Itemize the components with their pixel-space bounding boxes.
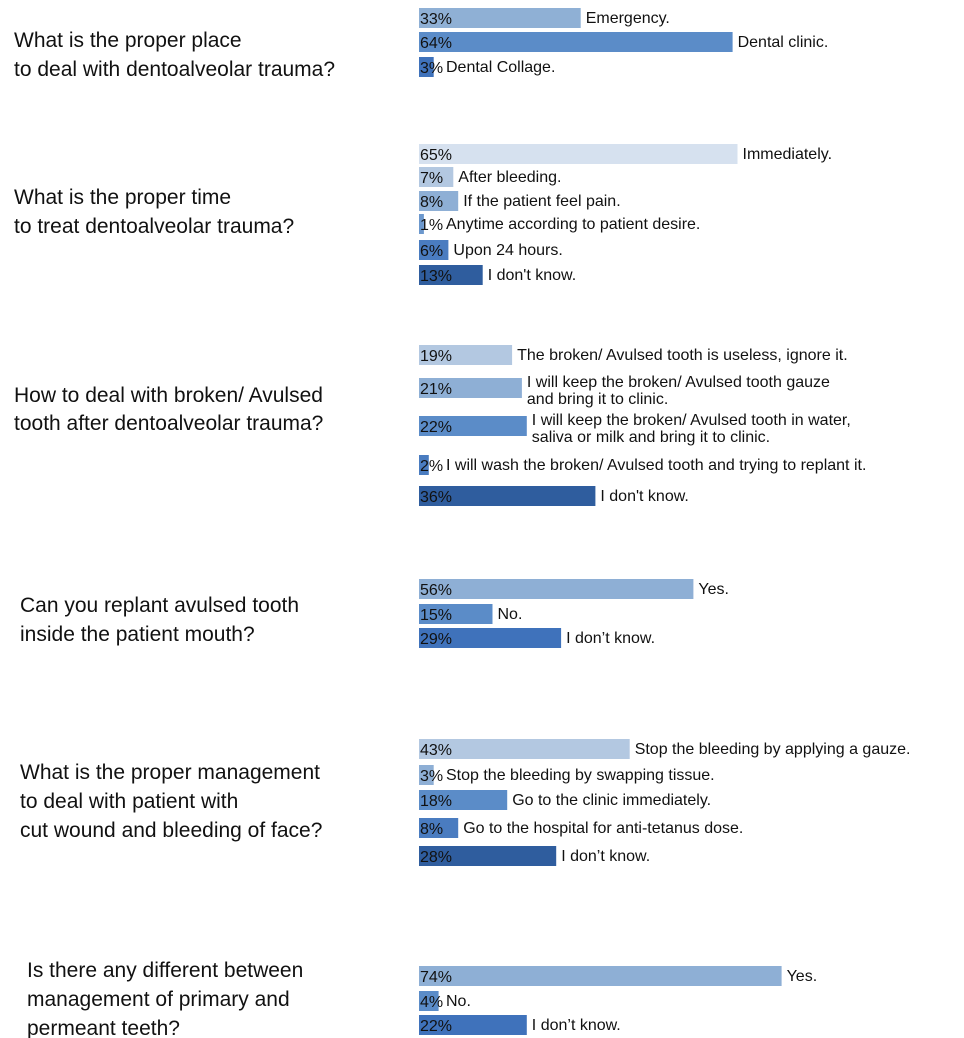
question-group-3: How to deal with broken/ Avulsed tooth af… [14,345,866,506]
answer-label-q3-2-line-2: and bring it to clinic. [527,391,668,408]
percent-label-q2-4: 1% [420,217,443,234]
answer-label-q3-3-line-2: saliva or milk and bring it to clinic. [532,429,770,446]
percent-label-q5-1: 43% [420,742,452,759]
percent-label-q1-3: 3% [420,60,443,77]
answer-label-q1-3: Dental Collage. [446,59,555,76]
question-6-line-2: management of primary and [27,988,290,1011]
answer-label-q5-2: Stop the bleeding by swapping tissue. [446,767,715,784]
percent-label-q5-4: 8% [420,821,443,838]
bar-q1-1 [419,8,581,28]
percent-label-q2-6: 13% [420,268,452,285]
question-2-line-2: to treat dentoalveolar trauma? [14,215,294,238]
percent-label-q4-1: 56% [420,582,452,599]
answer-label-q3-4: I will wash the broken/ Avulsed tooth an… [446,457,866,474]
bar-q5-4 [419,818,459,838]
question-2-line-1: What is the proper time [14,186,231,209]
bar-q1-2 [419,32,733,52]
percent-label-q2-2: 7% [420,170,443,187]
bar-q4-3 [419,628,562,648]
question-group-5: What is the proper management to deal wit… [20,739,910,866]
answer-label-q4-1: Yes. [698,581,729,598]
percent-label-q4-3: 29% [420,631,452,648]
question-5-line-3: cut wound and bleeding of face? [20,819,322,842]
bar-q5-2 [419,765,434,785]
question-group-6: Is there any different between management… [27,959,817,1038]
percent-label-q3-2: 21% [420,381,452,398]
answer-label-q1-1: Emergency. [586,10,670,27]
question-5-line-1: What is the proper management [20,761,320,784]
question-4-line-1: Can you replant avulsed tooth [20,594,299,617]
answer-label-q6-3: I don’t know. [532,1017,621,1034]
bar-q2-2 [419,167,454,187]
answer-label-q3-1: The broken/ Avulsed tooth is useless, ig… [517,347,848,364]
question-1-line-2: to deal with dentoalveolar trauma? [14,58,335,81]
answer-label-q2-2: After bleeding. [458,169,561,186]
bar-q2-5 [419,240,449,260]
percent-label-q3-4: 2% [420,458,443,475]
question-group-2: What is the proper time to treat dentoalv… [14,144,832,285]
bar-q6-2 [419,991,439,1011]
bar-q3-4 [419,455,429,475]
question-4-line-2: inside the patient mouth? [20,623,255,646]
percent-label-q4-2: 15% [420,607,452,624]
percent-label-q1-1: 33% [420,11,452,28]
answer-label-q4-3: I don’t know. [566,630,655,647]
answer-label-q4-2: No. [498,606,523,623]
question-6-line-1: Is there any different between [27,959,303,982]
answer-label-q5-4: Go to the hospital for anti-tetanus dose… [463,820,743,837]
answer-label-q6-2: No. [446,993,471,1010]
percent-label-q5-2: 3% [420,768,443,785]
answer-label-q1-2: Dental clinic. [738,34,829,51]
bar-q3-2 [419,378,522,398]
percent-label-q6-2: 4% [420,994,443,1011]
bar-q3-5 [419,486,596,506]
bar-q5-3 [419,790,508,810]
question-3-line-2: tooth after dentoalveolar trauma? [14,412,323,435]
question-1-line-1: What is the proper place [14,29,242,52]
percent-label-q2-3: 8% [420,194,443,211]
bar-q1-3 [419,57,434,77]
percent-label-q3-3: 22% [420,419,452,436]
answer-label-q2-4: Anytime according to patient desire. [446,216,700,233]
answer-label-q5-5: I don’t know. [561,848,650,865]
percent-label-q5-5: 28% [420,849,452,866]
bar-q5-1 [419,739,630,759]
question-6-line-3: permeant teeth? [27,1017,180,1038]
bar-q6-3 [419,1015,527,1035]
bar-q2-6 [419,265,483,285]
bar-q3-1 [419,345,513,365]
percent-label-q2-1: 65% [420,147,452,164]
bar-q4-2 [419,604,493,624]
answer-label-q5-3: Go to the clinic immediately. [512,792,711,809]
percent-label-q2-5: 6% [420,243,443,260]
bar-q6-1 [419,966,782,986]
answer-label-q2-1: Immediately. [743,146,833,163]
answer-label-q6-1: Yes. [787,968,818,985]
percent-label-q1-2: 64% [420,35,452,52]
answer-label-q2-5: Upon 24 hours. [453,242,562,259]
percent-label-q6-1: 74% [420,969,452,986]
percent-label-q6-3: 22% [420,1018,452,1035]
answer-label-q5-1: Stop the bleeding by applying a gauze. [635,741,911,758]
answer-label-q3-5: I don't know. [600,488,688,505]
question-5-line-2: to deal with patient with [20,790,238,813]
answer-label-q3-3-line-1: I will keep the broken/ Avulsed tooth in… [532,412,851,429]
percent-label-q3-5: 36% [420,489,452,506]
percent-label-q3-1: 19% [420,348,452,365]
percent-label-q5-3: 18% [420,793,452,810]
bar-q2-4 [419,214,424,234]
question-group-4: Can you replant avulsed tooth inside the … [20,579,729,648]
bar-q2-3 [419,191,459,211]
bar-q5-5 [419,846,557,866]
question-group-1: What is the proper place to deal with den… [14,8,828,81]
bar-q2-1 [419,144,738,164]
bar-q3-3 [419,416,527,436]
question-3-line-1: How to deal with broken/ Avulsed [14,384,323,407]
answer-label-q3-2-line-1: I will keep the broken/ Avulsed tooth ga… [527,374,830,391]
answer-label-q2-6: I don't know. [488,267,576,284]
answer-label-q2-3: If the patient feel pain. [463,193,620,210]
bar-q4-1 [419,579,694,599]
